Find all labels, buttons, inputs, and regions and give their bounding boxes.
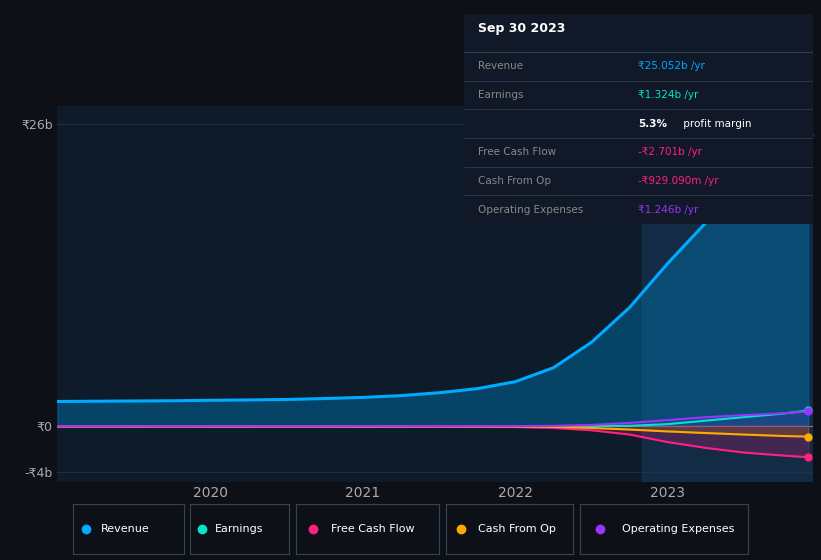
Text: Cash From Op: Cash From Op bbox=[478, 524, 556, 534]
Text: Free Cash Flow: Free Cash Flow bbox=[478, 147, 556, 157]
Text: -₹929.090m /yr: -₹929.090m /yr bbox=[639, 176, 719, 186]
Text: Operating Expenses: Operating Expenses bbox=[621, 524, 734, 534]
Text: Earnings: Earnings bbox=[478, 90, 523, 100]
Text: -₹2.701b /yr: -₹2.701b /yr bbox=[639, 147, 702, 157]
Bar bbox=[642, 106, 813, 482]
Text: Operating Expenses: Operating Expenses bbox=[478, 204, 583, 214]
Text: Earnings: Earnings bbox=[215, 524, 264, 534]
Text: Revenue: Revenue bbox=[478, 61, 523, 71]
Text: Revenue: Revenue bbox=[101, 524, 149, 534]
Text: ₹25.052b /yr: ₹25.052b /yr bbox=[639, 61, 705, 71]
Text: Free Cash Flow: Free Cash Flow bbox=[332, 524, 415, 534]
Text: 5.3%: 5.3% bbox=[639, 119, 667, 129]
Text: ₹1.246b /yr: ₹1.246b /yr bbox=[639, 204, 699, 214]
Text: profit margin: profit margin bbox=[680, 119, 752, 129]
Text: ₹1.324b /yr: ₹1.324b /yr bbox=[639, 90, 699, 100]
Text: Cash From Op: Cash From Op bbox=[478, 176, 551, 186]
Text: Sep 30 2023: Sep 30 2023 bbox=[478, 22, 565, 35]
